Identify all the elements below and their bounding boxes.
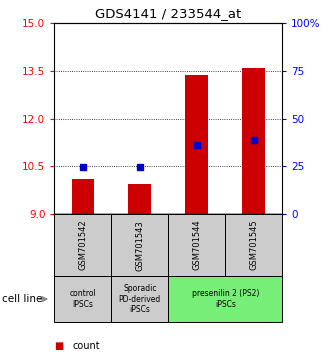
Bar (168, 276, 282, 322)
Bar (168, 214, 225, 276)
Bar (242, 68, 265, 214)
Text: Sporadic
PD-derived
iPSCs: Sporadic PD-derived iPSCs (119, 284, 161, 314)
Text: ■: ■ (54, 341, 64, 351)
Bar (54, 214, 112, 276)
Text: GSM701544: GSM701544 (192, 220, 201, 270)
Text: GSM701543: GSM701543 (135, 220, 144, 270)
Bar (128, 184, 151, 214)
Bar (185, 75, 208, 214)
Bar (112, 214, 168, 276)
Text: GSM701542: GSM701542 (79, 220, 87, 270)
Bar (72, 179, 94, 214)
Title: GDS4141 / 233544_at: GDS4141 / 233544_at (95, 7, 242, 21)
Text: control
IPSCs: control IPSCs (70, 290, 96, 309)
Text: presenilin 2 (PS2)
iPSCs: presenilin 2 (PS2) iPSCs (191, 290, 259, 309)
Text: GSM701545: GSM701545 (249, 220, 258, 270)
Bar (54, 276, 112, 322)
Bar (112, 276, 168, 322)
Text: count: count (73, 341, 100, 351)
Text: cell line: cell line (2, 294, 42, 304)
Bar (225, 214, 282, 276)
